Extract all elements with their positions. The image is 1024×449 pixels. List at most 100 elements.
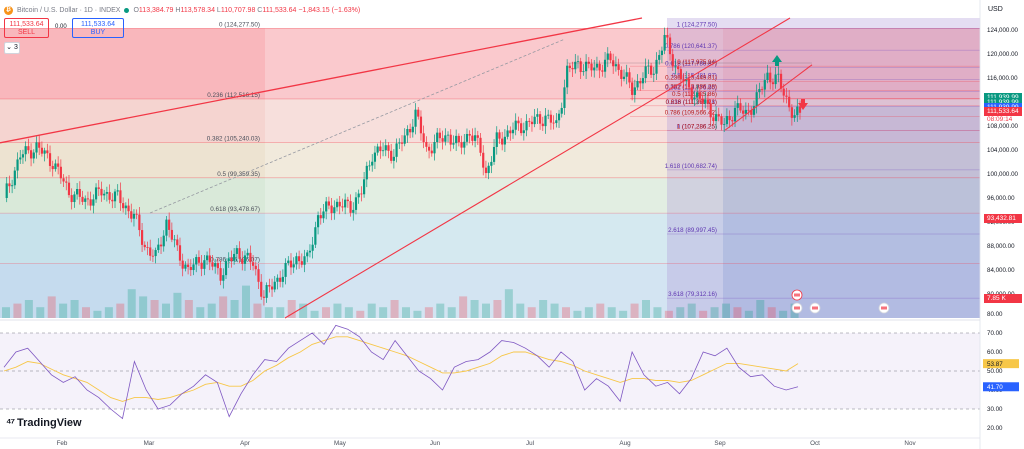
volume-bar bbox=[710, 307, 719, 318]
candle-body bbox=[214, 263, 217, 267]
candle-body bbox=[316, 215, 320, 228]
bar-countdown: 08:09:14 bbox=[984, 116, 1013, 124]
candle-body bbox=[641, 78, 645, 84]
price-tag: 93,432.81 bbox=[984, 213, 1022, 223]
candle-body bbox=[100, 188, 103, 196]
candle-body bbox=[270, 286, 274, 290]
volume-bar bbox=[287, 300, 296, 318]
candle-body bbox=[601, 70, 604, 72]
candle-body bbox=[495, 132, 498, 147]
candle-body bbox=[557, 113, 561, 121]
price-tick-label: 124,000.00 bbox=[987, 27, 1019, 34]
candle-body bbox=[490, 161, 493, 166]
volume-bar bbox=[139, 296, 148, 318]
candle-body bbox=[696, 92, 699, 98]
time-tick-label: Mar bbox=[144, 440, 155, 447]
candle-body bbox=[460, 142, 463, 148]
candle-body bbox=[89, 199, 92, 206]
rsi-tick-label: 70.00 bbox=[987, 330, 1003, 337]
volume-bar bbox=[173, 292, 182, 318]
candle-body bbox=[798, 106, 802, 113]
candle-body bbox=[779, 73, 783, 89]
volume-bar bbox=[184, 300, 193, 318]
volume-bar bbox=[219, 296, 228, 318]
candle-body bbox=[733, 107, 737, 122]
candle-body bbox=[322, 211, 325, 219]
candle-body bbox=[533, 116, 536, 125]
candle-body bbox=[35, 142, 38, 153]
candle-body bbox=[362, 179, 366, 195]
candle-body bbox=[84, 198, 87, 202]
symbol-title[interactable]: Bitcoin / U.S. Dollar · 1D · INDEX bbox=[17, 6, 121, 14]
ohlc-value: 113,384.79 bbox=[138, 6, 176, 14]
candle-body bbox=[723, 124, 726, 125]
sell-button[interactable]: 111,533.64 SELL bbox=[4, 18, 49, 38]
candle-body bbox=[633, 87, 636, 95]
volume-bar bbox=[562, 307, 570, 318]
support-trendline bbox=[284, 17, 791, 319]
candle-body bbox=[649, 65, 653, 75]
candle-body bbox=[379, 146, 382, 152]
candle-body bbox=[579, 61, 582, 73]
candle-body bbox=[403, 135, 406, 144]
candle-body bbox=[295, 256, 298, 265]
candle-body bbox=[154, 250, 157, 257]
candle-body bbox=[341, 206, 344, 208]
candle-body bbox=[222, 275, 225, 281]
candle-body bbox=[94, 187, 98, 200]
candle-body bbox=[501, 138, 504, 145]
price-tick-label: 96,000.00 bbox=[987, 195, 1015, 202]
candle-body bbox=[620, 69, 623, 79]
volume-bar bbox=[367, 303, 376, 318]
candle-body bbox=[574, 61, 577, 70]
flag-icon bbox=[794, 293, 800, 297]
candle-body bbox=[151, 255, 155, 257]
indicators-collapse-button[interactable]: ⌄ 3 bbox=[4, 42, 20, 54]
candle-body bbox=[211, 262, 214, 267]
candle-body bbox=[246, 252, 249, 256]
rsi-ma-line bbox=[3, 336, 799, 402]
candle-body bbox=[381, 150, 385, 152]
candle-body bbox=[476, 135, 479, 138]
candle-body bbox=[51, 165, 54, 170]
candle-body bbox=[173, 239, 176, 241]
time-tick-label: Sep bbox=[714, 440, 726, 447]
volume-bar bbox=[779, 310, 788, 318]
candle-body bbox=[433, 142, 436, 154]
candle-body bbox=[398, 142, 401, 144]
buy-button[interactable]: 111,533.64 BUY bbox=[72, 18, 124, 38]
fib-ext-label: 0.618 (117,786.87) bbox=[665, 60, 717, 67]
candle-body bbox=[760, 89, 764, 90]
time-tick-label: Jun bbox=[430, 440, 441, 447]
candle-body bbox=[300, 261, 303, 265]
volume-bar bbox=[756, 300, 765, 318]
candle-body bbox=[197, 257, 201, 263]
candle-body bbox=[452, 143, 455, 145]
volume-bar bbox=[116, 303, 125, 318]
candle-body bbox=[325, 201, 328, 212]
candle-body bbox=[116, 190, 119, 192]
candle-body bbox=[547, 114, 550, 116]
candle-body bbox=[235, 248, 238, 254]
candle-body bbox=[474, 135, 477, 141]
candle-body bbox=[668, 37, 672, 55]
candle-body bbox=[303, 256, 306, 265]
candle-body bbox=[511, 129, 515, 134]
candle-body bbox=[149, 247, 152, 256]
candle-body bbox=[406, 129, 409, 136]
time-tick-label: Feb bbox=[57, 440, 68, 447]
volume-bar bbox=[596, 303, 605, 318]
volume-bar bbox=[333, 303, 342, 318]
flag-icon bbox=[881, 306, 887, 310]
volume-bar bbox=[36, 307, 45, 318]
candle-body bbox=[371, 161, 374, 166]
price-tick-label: 108,000.00 bbox=[987, 123, 1019, 130]
candle-body bbox=[563, 87, 566, 108]
candle-body bbox=[793, 115, 796, 118]
currency-selector[interactable]: USD bbox=[988, 6, 1003, 13]
candle-body bbox=[782, 88, 785, 96]
tradingview-logo[interactable]: ⁴⁷ TradingView bbox=[6, 417, 82, 429]
symbol-header: ₿ Bitcoin / U.S. Dollar · 1D · INDEX O11… bbox=[4, 3, 360, 17]
